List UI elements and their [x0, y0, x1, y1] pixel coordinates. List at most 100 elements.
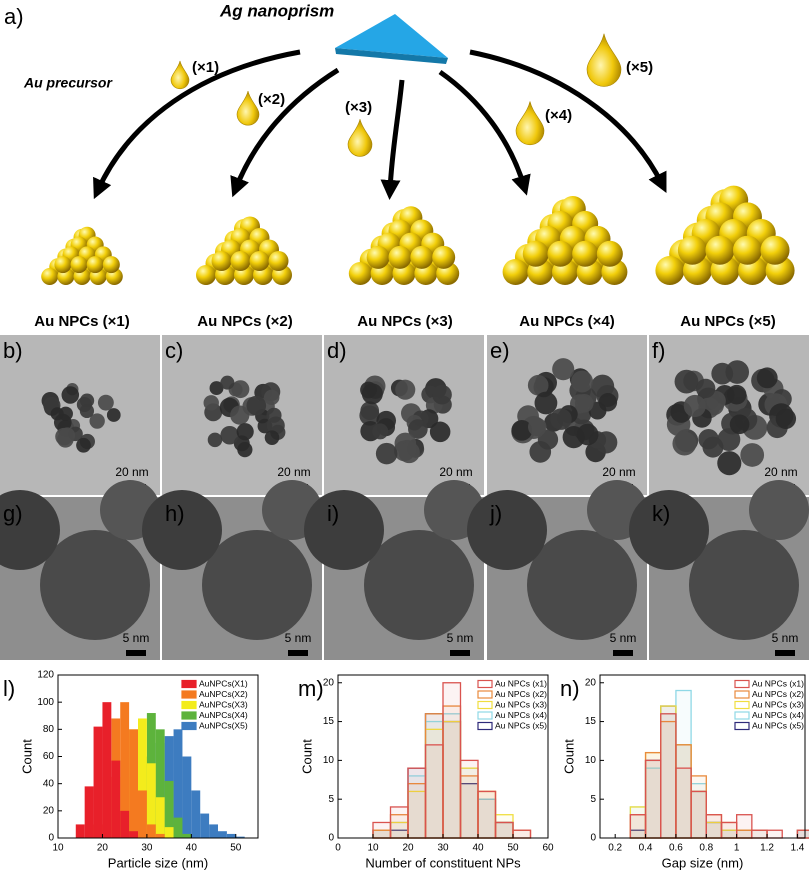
nanoparticle [429, 421, 451, 443]
histogram-bar [751, 829, 768, 839]
x-axis-label: Gap size (nm) [662, 855, 744, 870]
nanoparticle [408, 419, 428, 439]
panel-label: m) [298, 676, 324, 701]
y-tick-label: 0 [328, 833, 334, 844]
nanoparticle [552, 358, 575, 381]
gold-sphere [596, 240, 623, 267]
plot-frame [599, 674, 806, 839]
nanoparticle [203, 395, 219, 411]
histogram-bar [235, 836, 245, 838]
y-tick-label: 20 [323, 677, 335, 688]
histogram-bar [766, 829, 783, 839]
droplet [236, 91, 260, 126]
legend-swatch [181, 711, 197, 720]
gold-sphere [522, 240, 549, 267]
product-label: Au NPCs (×4) [519, 313, 614, 330]
gold-sphere [348, 262, 372, 285]
x-tick-label: 0.6 [669, 843, 683, 854]
histogram-bar [644, 759, 662, 839]
panel-label: c) [165, 338, 183, 363]
x-tick-label: 40 [186, 843, 198, 854]
scale-label: 20 nm [602, 465, 635, 479]
scale-label: 5 nm [123, 631, 150, 645]
histogram-bar [660, 713, 677, 839]
histogram-bar [209, 824, 218, 838]
nanoparticle [207, 432, 223, 448]
nanoparticle [598, 392, 618, 412]
y-tick-label: 60 [43, 751, 55, 762]
arrow [93, 49, 301, 200]
histogram-bar [84, 786, 94, 838]
gold-sphere [677, 235, 707, 265]
nanoparticle [360, 401, 380, 421]
droplet [586, 33, 622, 87]
amount-label: (×2) [258, 91, 285, 108]
legend-swatch [477, 690, 493, 699]
precursor-label: Au precursor [23, 75, 113, 91]
x-tick-label: 10 [52, 843, 64, 854]
legend-swatch [734, 679, 750, 689]
ag-prism-edge [335, 48, 448, 64]
gold-sphere [732, 235, 762, 265]
nanoparticle [756, 367, 778, 389]
gold-sphere [102, 256, 120, 274]
scale-bar [126, 650, 146, 656]
legend-swatch [477, 679, 493, 689]
amount-label: (×5) [626, 59, 653, 76]
panel-label: j) [489, 501, 502, 526]
lattice-particle [689, 530, 799, 640]
histogram-bar [477, 790, 497, 839]
nanoparticle [97, 394, 114, 411]
gold-sphere [432, 245, 456, 269]
nanoparticle [61, 386, 80, 404]
panel-label: k) [652, 501, 670, 526]
gold-sphere [196, 265, 216, 285]
nanoparticle [237, 442, 253, 458]
gold-sphere [249, 251, 270, 271]
y-tick-label: 120 [37, 670, 54, 681]
x-tick-label: 20 [402, 843, 414, 854]
legend-label: AuNPCs(X1) [199, 678, 248, 688]
prism-label: Ag nanoprism [219, 1, 334, 20]
x-tick-label: 40 [472, 843, 484, 854]
nanoparticle [775, 408, 797, 429]
nanoparticle [76, 437, 91, 453]
y-axis-label: Count [299, 739, 314, 774]
legend-label: Au NPCs (x3) [752, 699, 804, 709]
droplet [515, 101, 545, 146]
histogram-bar [155, 797, 165, 838]
droplet [347, 119, 373, 157]
panel-label: i) [327, 501, 339, 526]
nanoparticle [683, 394, 706, 418]
histogram-bar [93, 726, 103, 838]
x-tick-label: 1.2 [760, 843, 774, 854]
nanoparticle [106, 408, 121, 422]
legend-swatch [477, 721, 493, 731]
arrow [230, 67, 340, 198]
histogram-bar [424, 744, 444, 839]
scale-bar [613, 650, 633, 656]
arrow [380, 79, 405, 200]
nanoparticle [375, 442, 398, 465]
histogram-bar [512, 829, 532, 839]
x-tick-label: 10 [367, 843, 379, 854]
histogram-bar [459, 759, 479, 839]
nanoparticle [395, 379, 416, 400]
histogram-bar [173, 729, 183, 838]
histogram-bar [111, 760, 121, 838]
legend-label: Au NPCs (x4) [495, 710, 547, 720]
product-label: Au NPCs (×1) [34, 313, 129, 330]
nanoparticle [711, 362, 734, 385]
legend-swatch [734, 721, 750, 731]
y-tick-label: 0 [590, 833, 596, 844]
y-tick-label: 100 [37, 697, 54, 708]
nanoparticle [729, 414, 750, 435]
y-tick-label: 5 [328, 794, 334, 805]
histogram-bar [155, 833, 165, 838]
legend-label: Au NPCs (x5) [495, 720, 547, 730]
x-axis-label: Number of constituent NPs [365, 855, 521, 870]
amount-label: (×1) [192, 59, 219, 76]
nanoparticle [550, 408, 572, 430]
